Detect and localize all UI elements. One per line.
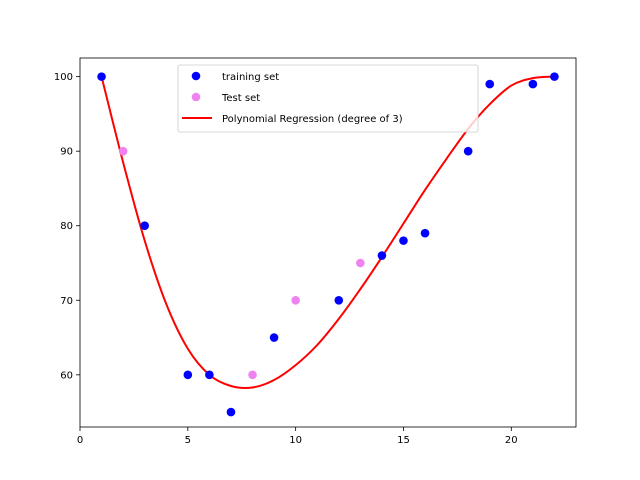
y-tick-label-90: 90 <box>60 147 73 158</box>
test-point-3 <box>356 258 365 268</box>
legend-label-0: training set <box>222 72 279 83</box>
legend-marker-0 <box>191 71 201 81</box>
legend: training set Test set Polynomial Regressio… <box>177 64 479 133</box>
legend-marker-1 <box>191 92 201 102</box>
x-tick-label-0: 0 <box>77 435 83 446</box>
test-point-2 <box>291 295 300 305</box>
y-tick-label-60: 60 <box>60 370 73 381</box>
training-point-11 <box>485 79 495 89</box>
y-tick-label-80: 80 <box>60 221 73 232</box>
training-point-0 <box>97 72 106 81</box>
legend-label-2: Polynomial Regression (degree of 3) <box>222 114 403 125</box>
training-point-6 <box>334 295 344 305</box>
y-tick-label-100: 100 <box>54 72 73 83</box>
training-point-8 <box>399 236 408 245</box>
x-tick-label-20: 20 <box>505 435 518 446</box>
axes: 0 5 10 15 20 60 70 80 90 100 <box>54 57 577 446</box>
legend-box <box>177 64 479 133</box>
training-point-3 <box>205 370 214 380</box>
test-point-1 <box>248 370 257 380</box>
test-point-0 <box>118 146 128 156</box>
x-tick-label-15: 15 <box>397 435 410 446</box>
axes-frame <box>79 57 577 428</box>
training-point-9 <box>420 228 430 238</box>
training-point-12 <box>528 79 538 89</box>
legend-label-1: Test set <box>221 93 260 104</box>
training-point-5 <box>269 333 279 342</box>
x-tick-label-5: 5 <box>185 435 191 446</box>
training-point-10 <box>463 146 473 156</box>
training-point-1 <box>140 221 149 231</box>
training-point-2 <box>183 370 193 380</box>
y-tick-label-70: 70 <box>60 296 73 307</box>
training-point-4 <box>226 407 236 417</box>
training-point-7 <box>377 251 387 260</box>
training-point-13 <box>550 72 559 81</box>
x-tick-label-10: 10 <box>289 435 302 446</box>
